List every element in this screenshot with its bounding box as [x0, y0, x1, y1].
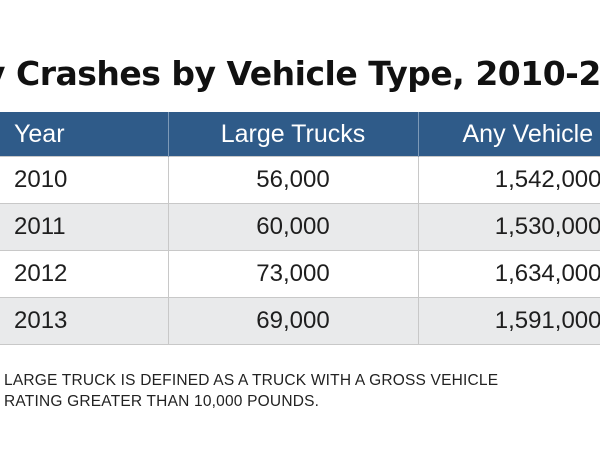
footnote-line-1: LARGE TRUCK IS DEFINED AS A TRUCK WITH A…	[4, 372, 499, 389]
table-title: y Crashes by Vehicle Type, 2010-201	[0, 54, 600, 93]
cell-any-vehicle: 1,530,000	[418, 203, 600, 251]
cell-year: 2010	[0, 156, 169, 204]
column-header-large-trucks: Large Trucks	[168, 112, 419, 157]
cell-large-trucks: 56,000	[168, 156, 419, 204]
footnote: LARGE TRUCK IS DEFINED AS A TRUCK WITH A…	[4, 370, 600, 412]
crash-table: Year Large Trucks Any Vehicle 2010 56,00…	[0, 112, 600, 345]
crash-table-container: Year Large Trucks Any Vehicle 2010 56,00…	[0, 112, 600, 352]
cell-year: 2012	[0, 250, 169, 298]
cell-year: 2011	[0, 203, 169, 251]
footnote-line-2: RATING GREATER THAN 10,000 POUNDS.	[4, 393, 320, 410]
cell-any-vehicle: 1,591,000	[418, 297, 600, 345]
table-header-row: Year Large Trucks Any Vehicle	[0, 112, 600, 157]
cell-large-trucks: 60,000	[168, 203, 419, 251]
table-row: 2012 73,000 1,634,000	[0, 250, 600, 298]
cell-large-trucks: 69,000	[168, 297, 419, 345]
table-row: 2010 56,000 1,542,000	[0, 156, 600, 204]
cell-any-vehicle: 1,634,000	[418, 250, 600, 298]
column-header-any-vehicle: Any Vehicle	[418, 112, 600, 157]
table-row: 2011 60,000 1,530,000	[0, 203, 600, 251]
table-row: 2013 69,000 1,591,000	[0, 297, 600, 345]
cell-any-vehicle: 1,542,000	[418, 156, 600, 204]
cell-year: 2013	[0, 297, 169, 345]
column-header-year: Year	[0, 112, 169, 157]
cell-large-trucks: 73,000	[168, 250, 419, 298]
